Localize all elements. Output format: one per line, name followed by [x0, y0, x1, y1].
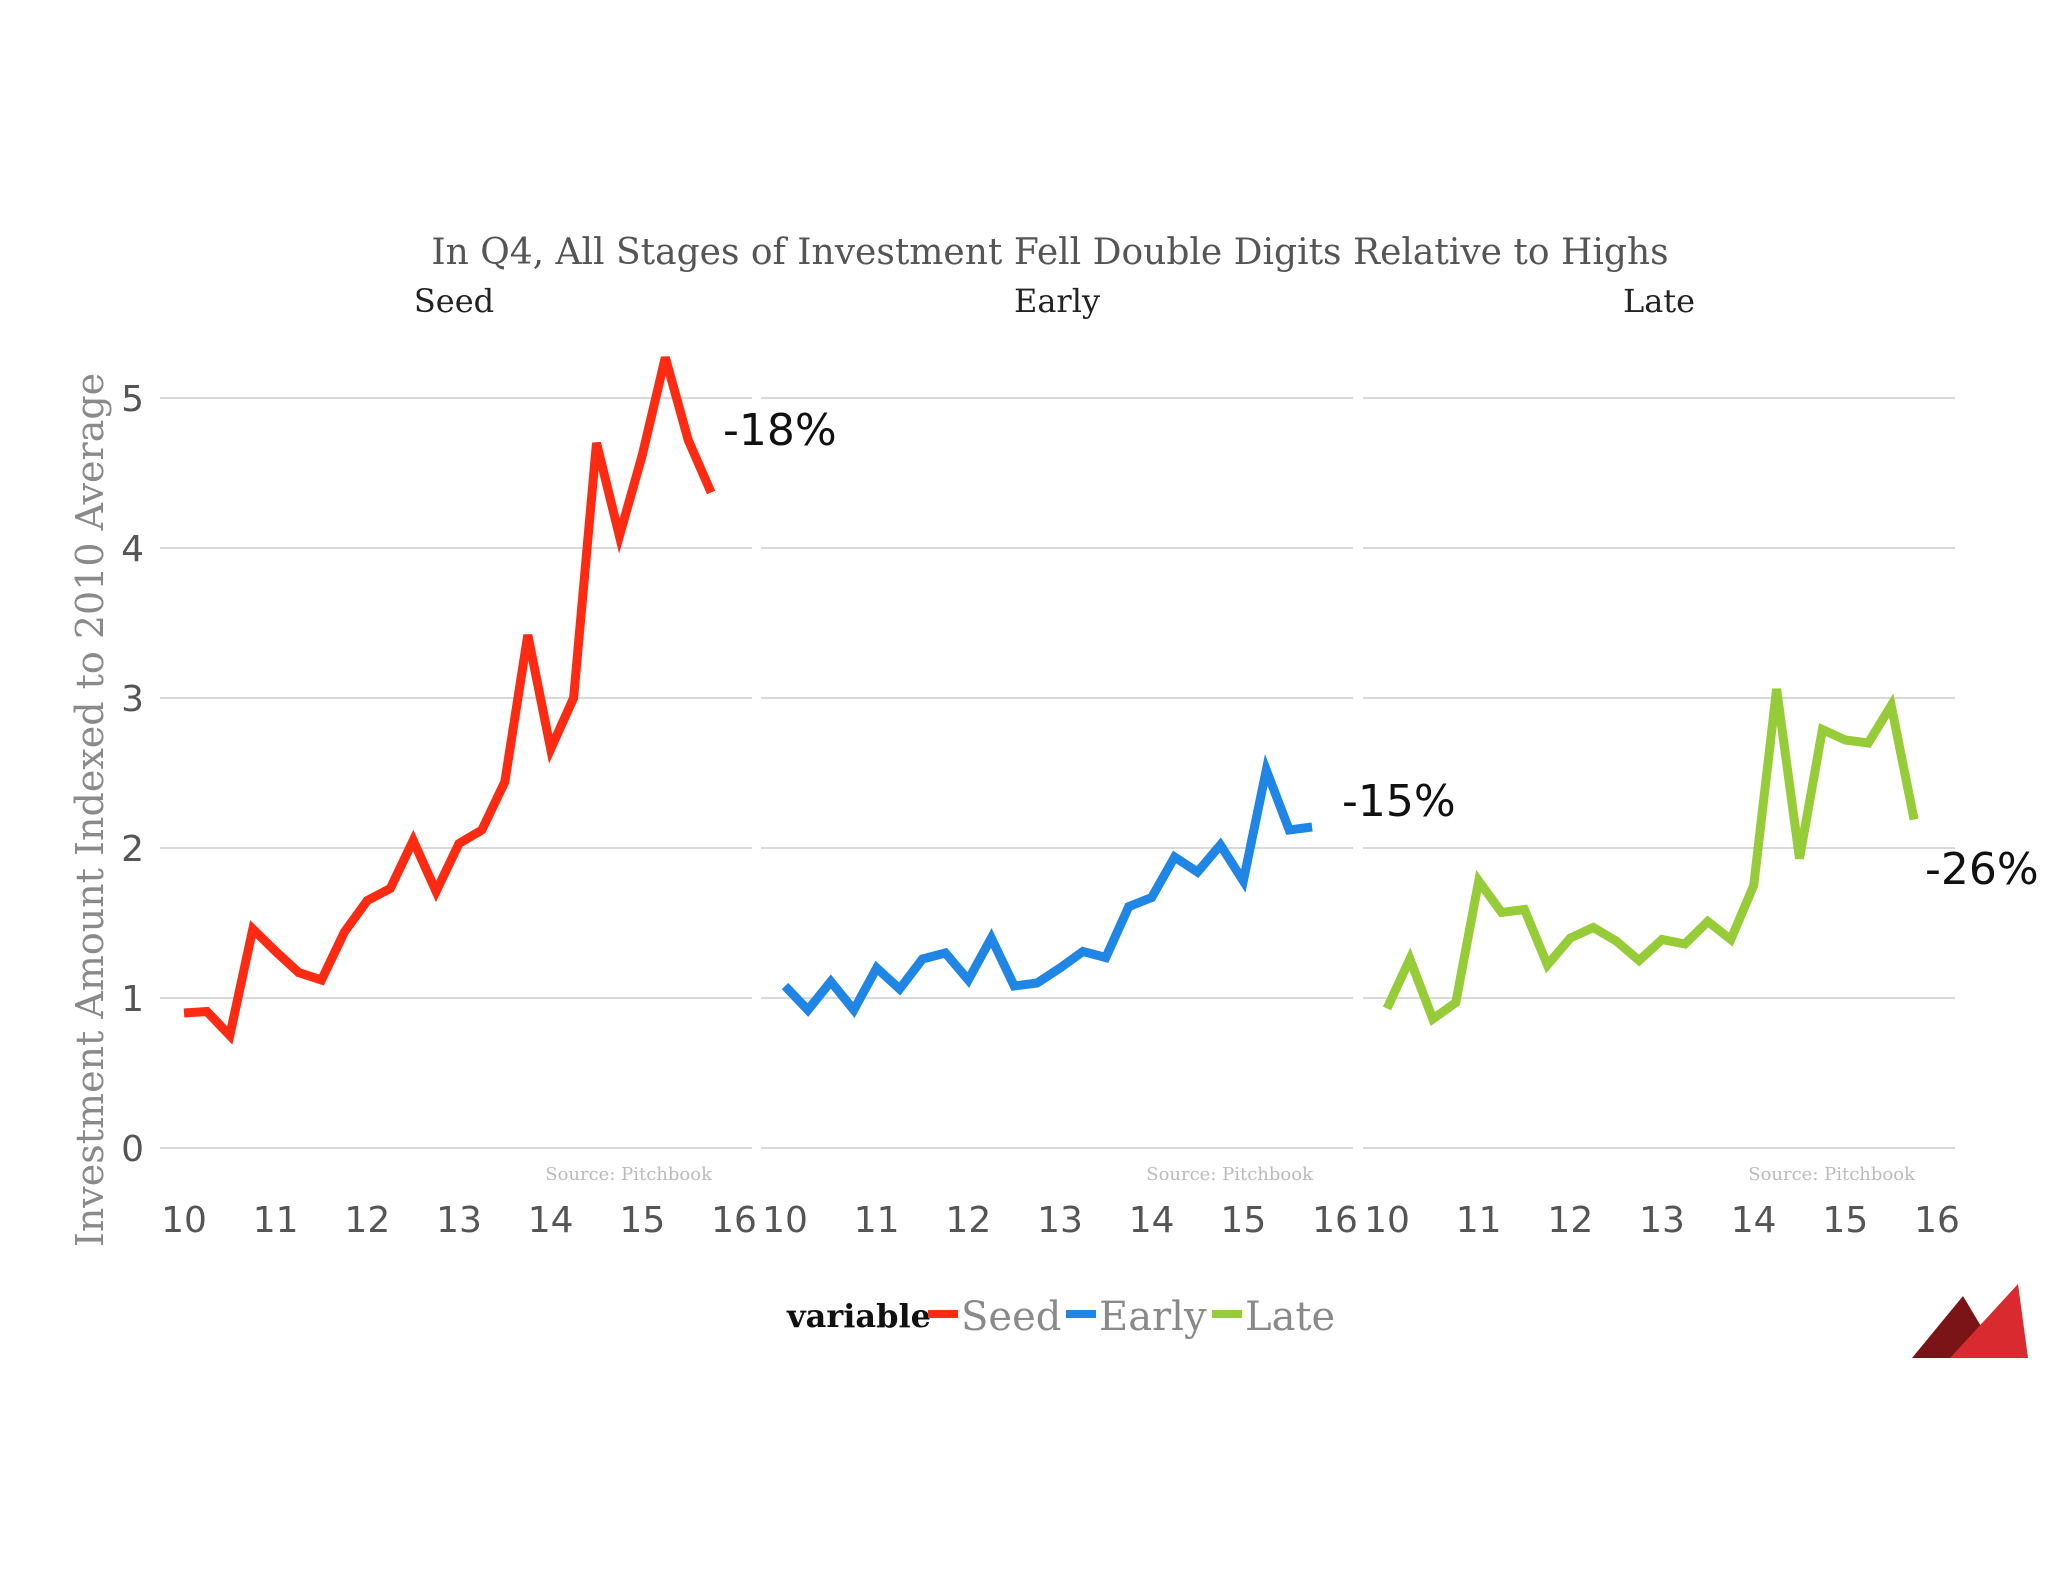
annotation-late: -26%: [1925, 844, 2039, 895]
series-line-seed: [183, 356, 716, 1045]
legend-swatch-seed: [928, 1310, 958, 1318]
brand-logo-icon: [1912, 1284, 2028, 1358]
x-tick-label: 10: [762, 1200, 808, 1241]
x-tick-label: 15: [1220, 1200, 1266, 1241]
legend-label-seed: Seed: [961, 1294, 1061, 1340]
x-tick-label: 12: [344, 1200, 390, 1241]
y-tick-label: 4: [121, 529, 144, 570]
legend-label-early: Early: [1099, 1294, 1207, 1340]
x-tick-label: 14: [528, 1200, 574, 1241]
y-tick-label: 2: [121, 829, 144, 870]
series-line-late: [1382, 688, 1919, 1027]
x-tick-label: 14: [1129, 1200, 1175, 1241]
x-tick-label: 15: [619, 1200, 665, 1241]
facet-label-late: Late: [1623, 282, 1695, 320]
x-tick-label: 13: [1639, 1200, 1685, 1241]
x-tick-label: 13: [436, 1200, 482, 1241]
y-tick-label: 0: [121, 1129, 144, 1170]
y-tick-label: 3: [121, 679, 144, 720]
legend-label-late: Late: [1245, 1294, 1335, 1340]
x-tick-label: 12: [945, 1200, 991, 1241]
source-note: Source: Pitchbook: [1748, 1164, 1916, 1185]
x-tick-label: 11: [854, 1200, 900, 1241]
source-note: Source: Pitchbook: [1146, 1164, 1314, 1185]
y-tick-label: 1: [121, 979, 144, 1020]
logo-triangle-main: [1950, 1284, 2028, 1358]
panel-late: 10 11 12 13 14 15 16 Late Source: Pitchbook -26%: [1363, 282, 2039, 1241]
facet-label-seed: Seed: [414, 282, 494, 320]
x-tick-label: 10: [161, 1200, 207, 1241]
legend-title: variable: [786, 1297, 931, 1335]
chart-title: In Q4, All Stages of Investment Fell Dou…: [431, 232, 1668, 273]
x-tick-label: 13: [1037, 1200, 1083, 1241]
series-line-early: [781, 754, 1313, 1019]
source-note: Source: Pitchbook: [545, 1164, 713, 1185]
x-tick-label: 11: [253, 1200, 299, 1241]
facet-label-early: Early: [1014, 282, 1100, 320]
x-tick-label: 12: [1547, 1200, 1593, 1241]
x-tick-label: 11: [1456, 1200, 1502, 1241]
annotation-seed: -18%: [723, 405, 837, 456]
panel-early: 10 11 12 13 14 15 16 Early Source: Pitchbook -15%: [761, 282, 1456, 1241]
legend-swatch-late: [1212, 1310, 1242, 1318]
x-tick-label: 10: [1364, 1200, 1410, 1241]
y-tick-label: 5: [121, 379, 144, 420]
annotation-early: -15%: [1342, 776, 1456, 827]
legend-swatch-early: [1066, 1310, 1096, 1318]
x-tick-label: 16: [1312, 1200, 1358, 1241]
x-tick-label: 14: [1731, 1200, 1777, 1241]
x-tick-label: 16: [711, 1200, 757, 1241]
legend: variable Seed Early Late: [786, 1294, 1335, 1340]
x-tick-label: 15: [1822, 1200, 1868, 1241]
y-axis-label: Investment Amount Indexed to 2010 Averag…: [68, 373, 112, 1247]
x-tick-label: 16: [1914, 1200, 1960, 1241]
